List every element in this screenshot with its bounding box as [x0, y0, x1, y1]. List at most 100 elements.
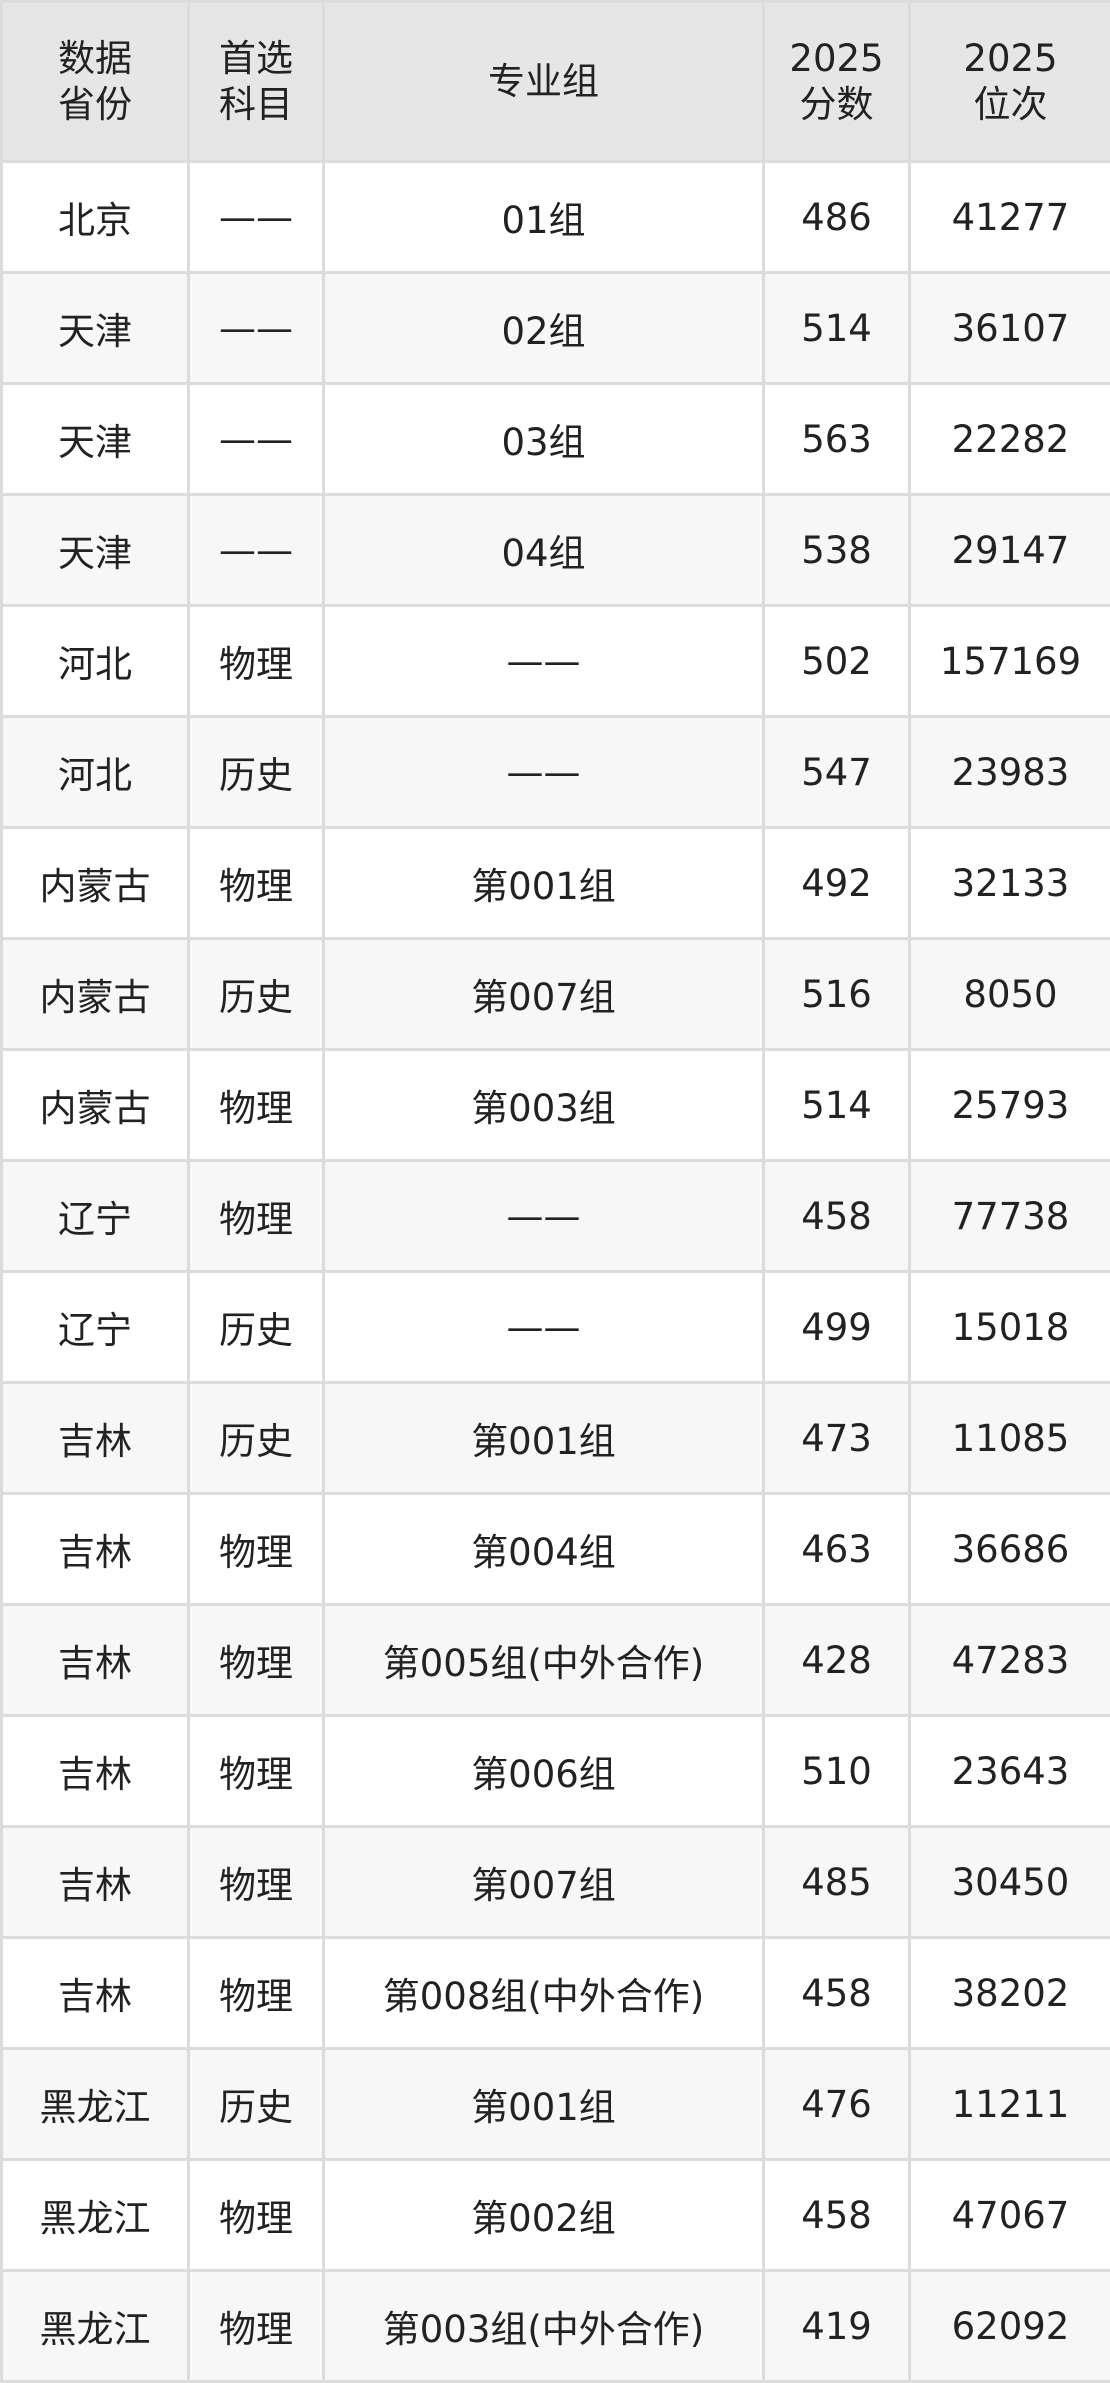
cell-subject: 物理	[189, 1827, 324, 1938]
cell-major-group: 第001组	[324, 1383, 764, 1494]
cell-major-group: 第004组	[324, 1494, 764, 1605]
cell-rank: 23643	[910, 1716, 1110, 1827]
cell-subject: 物理	[189, 2271, 324, 2382]
cell-major-group: ——	[324, 606, 764, 717]
header-province: 数据省份	[2, 2, 189, 162]
cell-score: 514	[764, 273, 910, 384]
cell-score: 463	[764, 1494, 910, 1605]
cell-subject: 历史	[189, 717, 324, 828]
cell-province: 内蒙古	[2, 828, 189, 939]
cell-subject: 历史	[189, 939, 324, 1050]
cell-province: 吉林	[2, 1716, 189, 1827]
cell-score: 473	[764, 1383, 910, 1494]
cell-province: 黑龙江	[2, 2160, 189, 2271]
cell-subject: 历史	[189, 2049, 324, 2160]
cell-rank: 25793	[910, 1050, 1110, 1161]
header-text: 专业组	[325, 59, 762, 105]
cell-major-group: 第003组	[324, 1050, 764, 1161]
cell-score: 492	[764, 828, 910, 939]
cell-subject: 物理	[189, 606, 324, 717]
cell-major-group: 第001组	[324, 2049, 764, 2160]
cell-rank: 32133	[910, 828, 1110, 939]
cell-score: 458	[764, 1161, 910, 1272]
cell-major-group: 03组	[324, 384, 764, 495]
cell-subject: 物理	[189, 1716, 324, 1827]
cell-subject: ——	[189, 273, 324, 384]
cell-rank: 8050	[910, 939, 1110, 1050]
cell-province: 内蒙古	[2, 939, 189, 1050]
cell-major-group: 第001组	[324, 828, 764, 939]
cell-score: 485	[764, 1827, 910, 1938]
cell-province: 北京	[2, 162, 189, 273]
header-major-group: 专业组	[324, 2, 764, 162]
cell-province: 吉林	[2, 1938, 189, 2049]
cell-major-group: ——	[324, 1161, 764, 1272]
cell-province: 辽宁	[2, 1161, 189, 1272]
cell-subject: ——	[189, 384, 324, 495]
cell-score: 458	[764, 1938, 910, 2049]
cell-province: 吉林	[2, 1383, 189, 1494]
cell-score: 514	[764, 1050, 910, 1161]
cell-subject: 物理	[189, 2160, 324, 2271]
cell-major-group: 第007组	[324, 1827, 764, 1938]
cell-province: 河北	[2, 717, 189, 828]
header-text: 分数	[765, 82, 908, 128]
cell-major-group: 第007组	[324, 939, 764, 1050]
cell-subject: 物理	[189, 1161, 324, 1272]
cell-major-group: 02组	[324, 273, 764, 384]
cell-major-group: 第002组	[324, 2160, 764, 2271]
cell-rank: 36686	[910, 1494, 1110, 1605]
header-text: 首选	[190, 36, 322, 82]
cell-rank: 47283	[910, 1605, 1110, 1716]
cell-rank: 77738	[910, 1161, 1110, 1272]
cell-rank: 22282	[910, 384, 1110, 495]
cell-score: 499	[764, 1272, 910, 1383]
cell-province: 吉林	[2, 1494, 189, 1605]
cell-score: 428	[764, 1605, 910, 1716]
cell-subject: 历史	[189, 1272, 324, 1383]
cell-rank: 11211	[910, 2049, 1110, 2160]
cell-rank: 23983	[910, 717, 1110, 828]
cell-province: 河北	[2, 606, 189, 717]
cell-rank: 38202	[910, 1938, 1110, 2049]
cell-major-group: 01组	[324, 162, 764, 273]
cell-score: 502	[764, 606, 910, 717]
cell-major-group: 第006组	[324, 1716, 764, 1827]
cell-major-group: ——	[324, 717, 764, 828]
cell-subject: 历史	[189, 1383, 324, 1494]
cell-major-group: ——	[324, 1272, 764, 1383]
cell-major-group: 第005组(中外合作)	[324, 1605, 764, 1716]
cell-rank: 41277	[910, 162, 1110, 273]
cell-province: 黑龙江	[2, 2271, 189, 2382]
header-subject: 首选科目	[189, 2, 324, 162]
cell-province: 天津	[2, 495, 189, 606]
cell-subject: 物理	[189, 1938, 324, 2049]
cell-major-group: 04组	[324, 495, 764, 606]
cell-province: 黑龙江	[2, 2049, 189, 2160]
cell-subject: 物理	[189, 1050, 324, 1161]
header-text: 2025	[911, 36, 1110, 82]
cell-rank: 157169	[910, 606, 1110, 717]
cell-rank: 36107	[910, 273, 1110, 384]
